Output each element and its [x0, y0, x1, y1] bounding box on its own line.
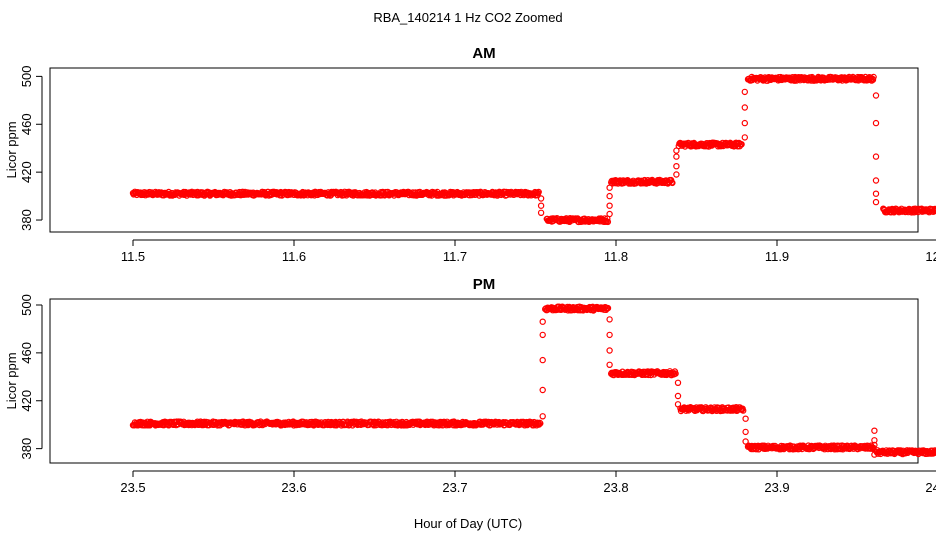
figure-title: RBA_140214 1 Hz CO2 Zoomed [373, 10, 562, 25]
data-point [607, 348, 612, 353]
data-point [539, 203, 544, 208]
y-axis-label: Licor ppm [4, 121, 19, 178]
data-point [873, 93, 878, 98]
data-point [540, 358, 545, 363]
data-point [674, 154, 679, 159]
data-point [540, 319, 545, 324]
data-point [540, 387, 545, 392]
data-point [742, 135, 747, 140]
x-axis: 11.5 11.6 11.7 11.8 11.9 12.0 [121, 240, 936, 264]
data-point [743, 439, 748, 444]
data-point [742, 89, 747, 94]
data-point [607, 317, 612, 322]
panel-pm: PM 23.5 23.6 23.7 23.8 23.9 24.0 380 420 460 500 Li… [4, 276, 936, 495]
y-tick-label: 500 [19, 294, 34, 316]
data-point [873, 191, 878, 196]
y-tick-label: 460 [19, 113, 34, 135]
y-axis: 380 420 460 500 [19, 294, 42, 459]
x-tick-label: 23.8 [603, 480, 628, 495]
y-tick-label: 420 [19, 161, 34, 183]
x-tick-label: 11.5 [121, 249, 145, 264]
data-point [873, 200, 878, 205]
data-point [607, 194, 612, 199]
y-tick-label: 380 [19, 209, 34, 231]
data-point [607, 203, 612, 208]
x-tick-label: 12.0 [925, 249, 936, 264]
x-tick-label: 23.9 [764, 480, 789, 495]
x-tick-label: 11.7 [443, 249, 467, 264]
y-tick-label: 460 [19, 342, 34, 364]
y-tick-label: 500 [19, 66, 34, 88]
panel-title: PM [473, 276, 496, 293]
x-tick-label: 23.6 [281, 480, 306, 495]
data-point [742, 105, 747, 110]
data-point [743, 429, 748, 434]
data-point [674, 148, 679, 153]
y-tick-label: 380 [19, 438, 34, 460]
data-point [539, 196, 544, 201]
data-point [742, 121, 747, 126]
y-axis: 380 420 460 500 [19, 66, 42, 231]
data-points [130, 74, 936, 224]
data-point [674, 164, 679, 169]
data-point [607, 362, 612, 367]
plot-frame [50, 68, 918, 232]
plot-frame [50, 299, 918, 463]
data-point [743, 416, 748, 421]
data-points [130, 304, 936, 457]
data-point [539, 210, 544, 215]
data-point [540, 414, 545, 419]
x-tick-label: 11.9 [765, 249, 789, 264]
x-tick-label: 11.8 [604, 249, 628, 264]
data-point [873, 154, 878, 159]
x-tick-label: 23.7 [442, 480, 467, 495]
y-tick-label: 420 [19, 390, 34, 412]
data-point [873, 178, 878, 183]
x-tick-label: 11.6 [282, 249, 306, 264]
data-point [873, 121, 878, 126]
panel-title: AM [472, 45, 495, 62]
data-point [607, 185, 612, 190]
data-point [540, 332, 545, 337]
panel-am: AM 11.5 11.6 11.7 11.8 11.9 12.0 380 420 460 500 Li… [4, 45, 936, 264]
data-point [675, 402, 680, 407]
x-tick-label: 24.0 [925, 480, 936, 495]
data-point [607, 332, 612, 337]
data-point [607, 211, 612, 216]
data-point [675, 380, 680, 385]
y-axis-label: Licor ppm [4, 352, 19, 409]
data-point [674, 172, 679, 177]
x-tick-label: 23.5 [120, 480, 145, 495]
figure-x-axis-label: Hour of Day (UTC) [414, 516, 522, 531]
data-point [872, 428, 877, 433]
x-axis: 23.5 23.6 23.7 23.8 23.9 24.0 [120, 471, 936, 495]
data-point [675, 393, 680, 398]
